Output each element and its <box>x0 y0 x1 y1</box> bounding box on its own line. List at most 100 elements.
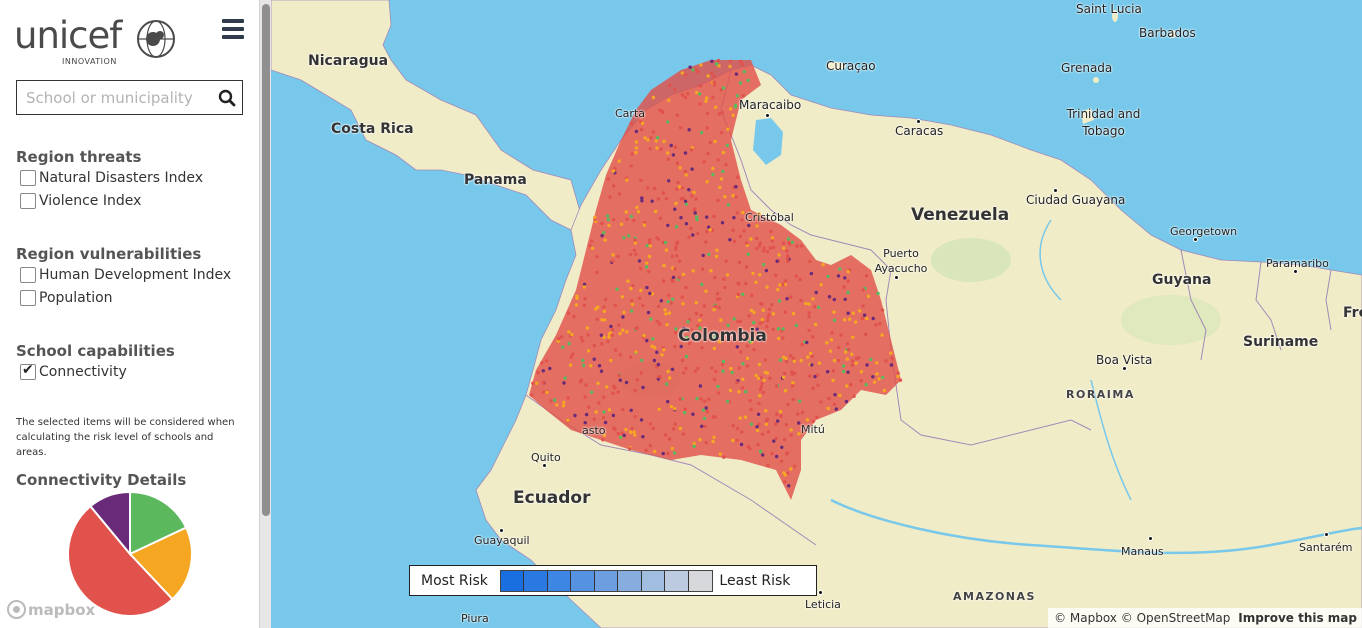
school-dot[interactable] <box>651 95 656 100</box>
school-dot[interactable] <box>792 359 796 363</box>
school-dot[interactable] <box>642 223 647 227</box>
school-dot[interactable] <box>745 356 750 361</box>
school-dot[interactable] <box>713 334 717 339</box>
school-dot[interactable] <box>859 370 864 374</box>
school-dot[interactable] <box>768 246 772 250</box>
school-dot[interactable] <box>783 437 787 442</box>
school-dot[interactable] <box>664 248 669 252</box>
school-dot[interactable] <box>687 341 692 346</box>
school-dot[interactable] <box>714 254 719 259</box>
school-dot[interactable] <box>617 159 621 163</box>
school-dot[interactable] <box>712 346 716 351</box>
school-dot[interactable] <box>684 173 688 177</box>
school-dot[interactable] <box>766 315 770 319</box>
school-dot[interactable] <box>721 86 726 90</box>
school-dot[interactable] <box>874 323 878 327</box>
school-dot[interactable] <box>668 376 672 380</box>
school-dot[interactable] <box>675 240 680 244</box>
school-dot[interactable] <box>852 394 856 398</box>
school-dot[interactable] <box>679 197 683 201</box>
school-dot[interactable] <box>712 80 716 85</box>
school-dot[interactable] <box>830 331 834 335</box>
school-dot[interactable] <box>722 277 726 281</box>
school-dot[interactable] <box>731 438 735 443</box>
school-dot[interactable] <box>740 430 744 434</box>
school-dot[interactable] <box>572 314 576 319</box>
school-dot[interactable] <box>606 339 610 344</box>
school-dot[interactable] <box>764 268 769 273</box>
school-dot[interactable] <box>648 422 653 426</box>
school-dot[interactable] <box>639 178 643 182</box>
school-dot[interactable] <box>603 420 608 425</box>
school-dot[interactable] <box>644 448 648 452</box>
school-dot[interactable] <box>850 359 855 363</box>
school-dot[interactable] <box>703 424 707 428</box>
school-dot[interactable] <box>734 185 738 189</box>
school-dot[interactable] <box>603 238 607 242</box>
school-dot[interactable] <box>717 297 722 301</box>
school-dot[interactable] <box>800 410 805 415</box>
school-dot[interactable] <box>682 371 686 375</box>
school-dot[interactable] <box>659 147 663 151</box>
school-dot[interactable] <box>720 110 724 115</box>
school-dot[interactable] <box>683 407 687 411</box>
school-dot[interactable] <box>731 113 735 118</box>
school-dot[interactable] <box>861 304 865 308</box>
school-dot[interactable] <box>845 384 849 388</box>
improve-map-link[interactable]: Improve this map <box>1238 611 1357 625</box>
school-dot[interactable] <box>698 326 702 330</box>
option-natural-disasters[interactable]: Natural Disasters Index <box>20 170 203 186</box>
school-dot[interactable] <box>806 355 810 359</box>
school-dot[interactable] <box>621 328 625 332</box>
school-dot[interactable] <box>559 335 564 339</box>
school-dot[interactable] <box>781 327 785 331</box>
school-dot[interactable] <box>810 354 814 358</box>
school-dot[interactable] <box>774 384 779 388</box>
school-dot[interactable] <box>639 371 643 375</box>
school-dot[interactable] <box>587 405 591 409</box>
school-dot[interactable] <box>735 94 740 98</box>
school-dot[interactable] <box>742 70 747 74</box>
school-dot[interactable] <box>603 297 608 302</box>
school-dot[interactable] <box>741 377 745 381</box>
school-dot[interactable] <box>535 381 539 385</box>
school-dot[interactable] <box>782 355 786 359</box>
school-dot[interactable] <box>595 317 599 321</box>
school-dot[interactable] <box>629 164 633 168</box>
school-dot[interactable] <box>794 323 799 328</box>
school-dot[interactable] <box>669 143 673 148</box>
school-dot[interactable] <box>658 322 662 326</box>
school-dot[interactable] <box>766 319 770 323</box>
school-dot[interactable] <box>661 191 666 195</box>
school-dot[interactable] <box>662 263 666 268</box>
school-dot[interactable] <box>728 59 732 64</box>
school-dot[interactable] <box>880 333 884 337</box>
school-dot[interactable] <box>744 265 749 269</box>
school-dot[interactable] <box>741 94 746 98</box>
school-dot[interactable] <box>811 297 815 301</box>
school-dot[interactable] <box>652 358 657 363</box>
school-dot[interactable] <box>699 313 703 317</box>
school-dot[interactable] <box>814 290 818 295</box>
school-dot[interactable] <box>541 380 546 385</box>
school-dot[interactable] <box>671 297 675 301</box>
school-dot[interactable] <box>667 437 672 441</box>
school-dot[interactable] <box>597 364 602 368</box>
school-dot[interactable] <box>832 318 837 322</box>
school-dot[interactable] <box>798 277 802 282</box>
school-dot[interactable] <box>646 186 650 190</box>
school-dot[interactable] <box>825 341 829 345</box>
school-dot[interactable] <box>562 381 566 385</box>
school-dot[interactable] <box>582 303 587 308</box>
school-dot[interactable] <box>713 105 718 110</box>
school-dot[interactable] <box>849 382 853 387</box>
school-dot[interactable] <box>790 384 795 388</box>
school-dot[interactable] <box>655 135 660 140</box>
school-dot[interactable] <box>574 303 579 307</box>
school-dot[interactable] <box>600 234 604 238</box>
school-dot[interactable] <box>696 231 700 236</box>
school-dot[interactable] <box>811 386 815 390</box>
school-dot[interactable] <box>681 272 686 277</box>
school-dot[interactable] <box>656 362 661 367</box>
school-dot[interactable] <box>594 410 598 414</box>
